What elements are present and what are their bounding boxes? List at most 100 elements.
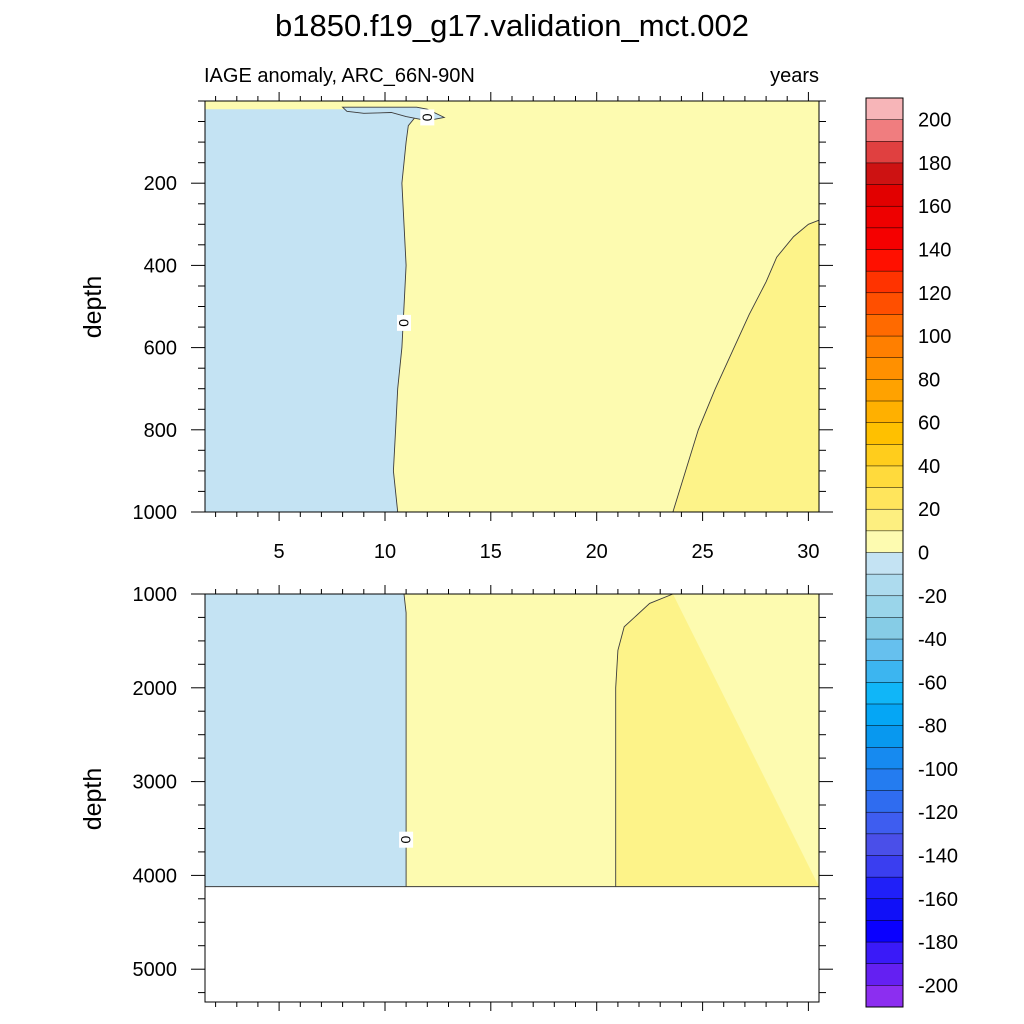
colorbar-box bbox=[866, 660, 903, 683]
colorbar-box bbox=[866, 530, 903, 553]
y-axis-label-upper: depth bbox=[79, 276, 107, 339]
lower-panel: 0 1000 2000 3000 4000 5000 bbox=[133, 584, 833, 1011]
colorbar-box bbox=[866, 509, 903, 532]
colorbar-box bbox=[866, 552, 903, 575]
colorbar-box bbox=[866, 963, 903, 986]
colorbar-frame bbox=[865, 97, 904, 1008]
contour-label: 0 bbox=[396, 314, 412, 331]
y-tick-label: 400 bbox=[144, 255, 177, 277]
contour-label-box bbox=[399, 831, 414, 848]
upper-panel: 0 0 5 10 15 20 25 30 200 400 600 800 1000 bbox=[133, 92, 833, 563]
colorbar-box bbox=[866, 812, 903, 835]
colorbar-tick-label: 200 bbox=[918, 110, 951, 132]
x-tick-label: 20 bbox=[586, 541, 608, 563]
colorbar-box bbox=[866, 444, 903, 467]
colorbar-box bbox=[866, 768, 903, 791]
colorbar-tick-label: 40 bbox=[918, 456, 940, 478]
contour-label-box bbox=[397, 314, 411, 331]
colorbar-box bbox=[866, 249, 903, 272]
colorbar-tick-label: -180 bbox=[918, 932, 958, 954]
colorbar-tick-label: 120 bbox=[918, 283, 951, 305]
y-tick-label: 4000 bbox=[133, 865, 178, 887]
colorbar-tick-label: 140 bbox=[918, 240, 951, 262]
colorbar-box bbox=[866, 314, 903, 337]
colorbar-box bbox=[866, 487, 903, 510]
chart-subtitle-left: IAGE anomaly, ARC_66N-90N bbox=[204, 65, 475, 87]
colorbar-tick-label: -120 bbox=[918, 802, 958, 824]
negative-region bbox=[205, 109, 417, 512]
colorbar-box bbox=[866, 617, 903, 640]
colorbar-box bbox=[866, 574, 903, 597]
contour-label-text: 0 bbox=[419, 114, 435, 122]
colorbar-box bbox=[866, 184, 903, 207]
y-tick-label: 800 bbox=[144, 420, 177, 442]
colorbar-tick-label: 20 bbox=[918, 499, 940, 521]
y-axis-label-lower: depth bbox=[79, 768, 107, 831]
colorbar-box bbox=[866, 682, 903, 705]
colorbar-box bbox=[866, 639, 903, 662]
colorbar-tick-label: 0 bbox=[918, 543, 929, 565]
colorbar-tick-label: 160 bbox=[918, 196, 951, 218]
x-tick-label: 25 bbox=[691, 541, 713, 563]
colorbar-tick-label: -160 bbox=[918, 889, 958, 911]
colorbar-box bbox=[866, 920, 903, 943]
y-tick-label: 1000 bbox=[133, 502, 178, 524]
colorbar-tick-label: 80 bbox=[918, 369, 940, 391]
contour-label: 0 bbox=[398, 831, 414, 848]
zero-contour-line bbox=[403, 593, 407, 887]
colorbar-tick-label: -100 bbox=[918, 759, 958, 781]
contour-label-box bbox=[420, 109, 435, 126]
mid-positive-region bbox=[672, 220, 819, 512]
colorbar-box bbox=[866, 227, 903, 250]
colorbar-box bbox=[866, 401, 903, 424]
y-tick-label: 200 bbox=[144, 173, 177, 195]
contour-label: 0 bbox=[419, 109, 435, 126]
colorbar: 200180160140120100806040200-20-40-60-80-… bbox=[865, 97, 958, 1008]
chart-title: b1850.f19_g17.validation_mct.002 bbox=[275, 8, 749, 43]
colorbar-box bbox=[866, 141, 903, 164]
y-tick-label: 2000 bbox=[133, 678, 178, 700]
colorbar-box bbox=[866, 206, 903, 229]
colorbar-tick-label: 60 bbox=[918, 413, 940, 435]
colorbar-tick-label: -200 bbox=[918, 975, 958, 997]
colorbar-box bbox=[866, 725, 903, 748]
y-tick-label: 600 bbox=[144, 338, 177, 360]
colorbar-box bbox=[866, 898, 903, 921]
colorbar-box bbox=[866, 985, 903, 1008]
colorbar-box bbox=[866, 422, 903, 445]
colorbar-tick-label: -140 bbox=[918, 846, 958, 868]
chart-subtitle-right: years bbox=[770, 65, 819, 87]
negative-region bbox=[205, 594, 407, 887]
colorbar-tick-label: -80 bbox=[918, 716, 947, 738]
x-tick-label: 10 bbox=[374, 541, 396, 563]
y-tick-label: 5000 bbox=[133, 959, 178, 981]
contour-label-text: 0 bbox=[396, 319, 412, 327]
colorbar-tick-label: -60 bbox=[918, 672, 947, 694]
missing-data-region bbox=[205, 886, 819, 1002]
colorbar-box bbox=[866, 119, 903, 142]
contour-label-text: 0 bbox=[398, 836, 414, 844]
colorbar-box bbox=[866, 465, 903, 488]
colorbar-box bbox=[866, 833, 903, 856]
x-tick-label: 5 bbox=[274, 541, 285, 563]
colorbar-tick-label: 180 bbox=[918, 153, 951, 175]
surface-negative-pocket bbox=[341, 106, 446, 122]
colorbar-box bbox=[866, 292, 903, 315]
colorbar-box bbox=[866, 942, 903, 965]
y-tick-label: 1000 bbox=[133, 584, 178, 606]
y-tick-label: 3000 bbox=[133, 772, 178, 794]
colorbar-box bbox=[866, 790, 903, 813]
colorbar-box bbox=[866, 98, 903, 121]
x-tick-label: 30 bbox=[797, 541, 819, 563]
colorbar-box bbox=[866, 855, 903, 878]
colorbar-box bbox=[866, 379, 903, 402]
colorbar-box bbox=[866, 595, 903, 618]
colorbar-box bbox=[866, 162, 903, 185]
mid-positive-region bbox=[615, 594, 819, 887]
colorbar-box bbox=[866, 357, 903, 380]
colorbar-tick-label: -40 bbox=[918, 629, 947, 651]
zero-contour-line bbox=[392, 108, 418, 513]
colorbar-tick-label: -20 bbox=[918, 586, 947, 608]
colorbar-box bbox=[866, 336, 903, 359]
colorbar-tick-label: 100 bbox=[918, 326, 951, 348]
